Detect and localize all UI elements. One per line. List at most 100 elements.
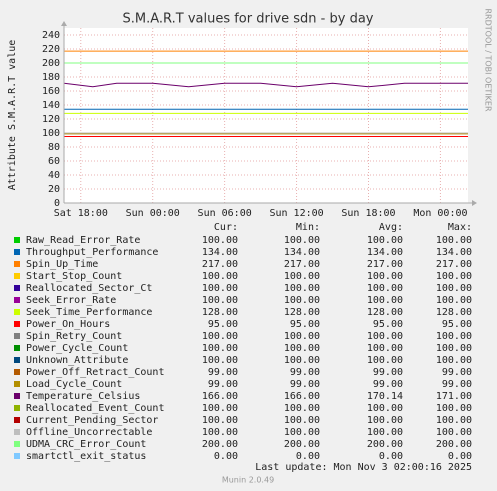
x-tick-label: Sun 12:00: [269, 208, 323, 219]
stat-value: 0.00: [296, 451, 320, 462]
y-tick-label: 240: [42, 30, 60, 41]
stat-value: 200.00: [284, 439, 320, 450]
legend-swatch: [14, 273, 20, 279]
stat-value: 100.00: [367, 271, 403, 282]
legend-label: smartctl_exit_status: [26, 451, 146, 462]
y-tick-label: 200: [42, 58, 60, 69]
legend-label: Power_Off_Retract_Count: [26, 367, 164, 378]
stat-value: 166.00: [284, 391, 320, 402]
stat-value: 100.00: [284, 235, 320, 246]
stat-value: 100.00: [202, 415, 238, 426]
stat-value: 100.00: [202, 331, 238, 342]
stat-value: 100.00: [436, 403, 472, 414]
stat-value: 0.00: [379, 451, 403, 462]
stat-value: 100.00: [436, 295, 472, 306]
stat-value: 99.00: [290, 367, 320, 378]
stat-value: 100.00: [367, 235, 403, 246]
stat-header: Cur:: [214, 222, 238, 233]
stat-value: 134.00: [284, 247, 320, 258]
stat-value: 100.00: [367, 427, 403, 438]
stat-value: 100.00: [202, 295, 238, 306]
legend-label: Throughput_Performance: [26, 247, 158, 258]
stat-value: 99.00: [208, 367, 238, 378]
stat-value: 100.00: [202, 427, 238, 438]
stat-value: 217.00: [436, 259, 472, 270]
y-tick-label: 120: [42, 114, 60, 125]
legend-label: Offline_Uncorrectable: [26, 427, 152, 438]
stat-value: 95.00: [373, 319, 403, 330]
legend-swatch: [14, 369, 20, 375]
stat-value: 100.00: [202, 355, 238, 366]
y-tick-label: 40: [48, 170, 60, 181]
stat-value: 134.00: [367, 247, 403, 258]
stat-value: 217.00: [202, 259, 238, 270]
legend-swatch: [14, 405, 20, 411]
legend-swatch: [14, 249, 20, 255]
y-tick-label: 140: [42, 100, 60, 111]
x-tick-label: Mon 00:00: [413, 208, 467, 219]
stat-value: 99.00: [373, 367, 403, 378]
legend-label: UDMA_CRC_Error_Count: [26, 439, 146, 450]
y-tick-label: 160: [42, 86, 60, 97]
stat-value: 134.00: [202, 247, 238, 258]
stat-value: 100.00: [284, 403, 320, 414]
stat-value: 128.00: [202, 307, 238, 318]
legend-swatch: [14, 453, 20, 459]
stat-value: 200.00: [367, 439, 403, 450]
legend-label: Reallocated_Event_Count: [26, 403, 164, 414]
stat-value: 99.00: [442, 379, 472, 390]
legend-swatch: [14, 429, 20, 435]
stat-value: 100.00: [436, 235, 472, 246]
stat-value: 100.00: [284, 283, 320, 294]
stat-value: 95.00: [290, 319, 320, 330]
y-tick-label: 100: [42, 128, 60, 139]
stat-value: 217.00: [284, 259, 320, 270]
side-label: RRDTOOL / TOBI OETIKER: [484, 8, 493, 111]
stat-value: 100.00: [284, 343, 320, 354]
y-tick-label: 180: [42, 72, 60, 83]
y-axis-label: Attribute S.M.A.R.T value: [7, 40, 18, 191]
stat-value: 100.00: [367, 343, 403, 354]
x-tick-label: Sun 06:00: [198, 208, 252, 219]
legend-swatch: [14, 345, 20, 351]
stat-value: 100.00: [436, 283, 472, 294]
stat-value: 100.00: [284, 427, 320, 438]
y-tick-label: 0: [54, 198, 60, 209]
stat-value: 100.00: [436, 343, 472, 354]
stat-value: 100.00: [436, 427, 472, 438]
stat-value: 100.00: [284, 415, 320, 426]
stat-value: 100.00: [367, 355, 403, 366]
stat-value: 200.00: [202, 439, 238, 450]
legend-swatch: [14, 297, 20, 303]
stat-value: 100.00: [202, 271, 238, 282]
stat-value: 100.00: [284, 295, 320, 306]
y-arrow: [61, 21, 67, 26]
legend-swatch: [14, 417, 20, 423]
legend-swatch: [14, 393, 20, 399]
stat-value: 100.00: [367, 295, 403, 306]
stat-value: 99.00: [290, 379, 320, 390]
legend-label: Raw_Read_Error_Rate: [26, 235, 140, 246]
legend-swatch: [14, 333, 20, 339]
legend-swatch: [14, 381, 20, 387]
stat-value: 100.00: [202, 403, 238, 414]
stat-value: 100.00: [367, 403, 403, 414]
stat-value: 100.00: [284, 271, 320, 282]
legend-label: Load_Cycle_Count: [26, 379, 122, 390]
stat-value: 100.00: [436, 271, 472, 282]
stat-header: Avg:: [379, 222, 403, 233]
stat-value: 0.00: [448, 451, 472, 462]
stat-value: 100.00: [436, 331, 472, 342]
stat-value: 170.14: [367, 391, 403, 402]
y-tick-label: 220: [42, 44, 60, 55]
stat-value: 128.00: [436, 307, 472, 318]
y-tick-label: 80: [48, 142, 60, 153]
series-line: [63, 82, 468, 88]
version: Munin 2.0.49: [222, 476, 274, 485]
stat-header: Max:: [448, 222, 472, 233]
stat-value: 100.00: [436, 355, 472, 366]
stat-value: 134.00: [436, 247, 472, 258]
stat-value: 166.00: [202, 391, 238, 402]
stat-value: 200.00: [436, 439, 472, 450]
